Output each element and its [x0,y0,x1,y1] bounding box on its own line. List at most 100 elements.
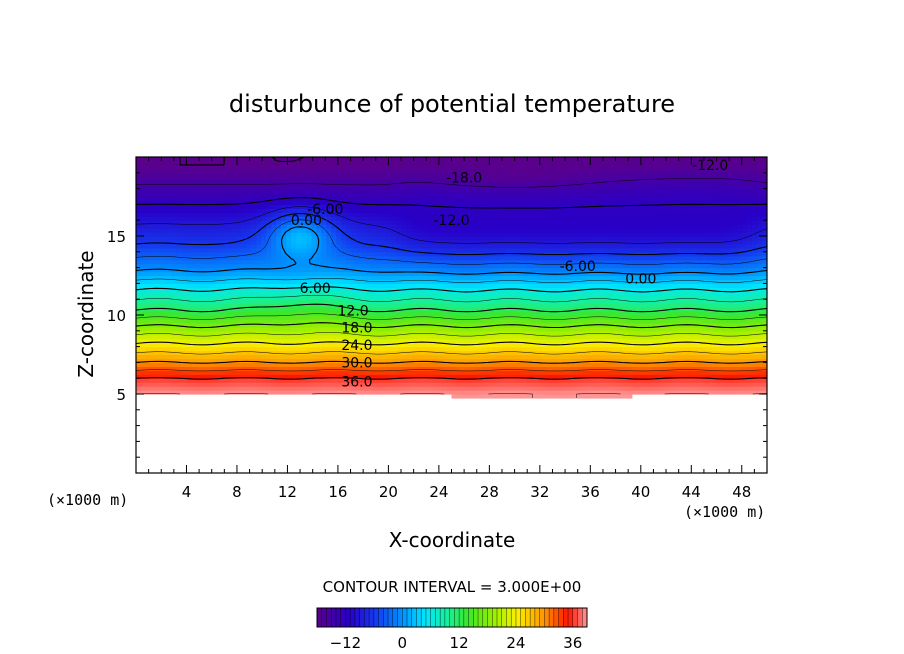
field-cell [661,338,668,344]
field-cell [261,239,267,245]
field-cell [636,382,643,387]
field-cell [441,307,448,312]
field-cell [556,291,563,296]
field-cell [406,342,413,348]
field-cell [366,275,372,281]
field-cell [461,303,468,308]
field-cell [276,358,282,363]
field-cell [556,326,563,332]
field-cell [376,326,382,332]
field-cell [456,370,463,375]
field-cell [426,295,433,300]
field-cell [366,251,372,257]
field-cell [431,370,438,375]
field-cell [301,271,307,277]
field-cell [401,354,408,360]
field-cell [391,263,398,269]
field-cell [161,247,167,253]
field-cell [586,366,593,371]
field-cell [441,267,448,273]
field-cell [626,259,633,265]
field-cell [611,358,618,363]
field-cell [221,342,227,348]
field-cell [511,342,518,348]
field-cell [451,279,458,284]
field-cell [456,279,463,284]
field-cell [641,279,648,284]
field-cell [256,374,262,379]
field-cell [146,382,152,387]
field-cell [721,346,728,352]
field-cell [406,326,413,332]
field-cell [621,374,628,379]
field-cell [321,247,327,253]
field-cell [396,291,403,296]
field-cell [416,263,423,269]
field-cell [566,390,573,395]
field-cell [571,322,578,328]
field-cell [431,243,438,249]
field-cell [641,287,648,292]
field-cell [366,366,372,371]
field-cell [346,299,352,304]
field-cell [266,326,272,332]
field-cell [286,275,292,281]
field-cell [466,303,473,308]
field-cell [646,358,653,363]
field-cell [136,283,142,288]
field-cell [491,386,498,391]
field-cell [621,315,628,320]
field-cell [701,346,708,352]
field-cell [201,326,207,332]
field-cell [696,318,703,324]
field-cell [191,271,197,277]
field-cell [566,362,573,367]
field-cell [156,346,162,352]
field-cell [411,275,418,281]
field-cell [701,330,708,336]
field-cell [721,291,728,296]
field-cell [566,275,573,281]
field-cell [361,382,367,387]
field-cell [251,243,257,249]
field-cell [301,362,307,367]
field-cell [136,279,142,284]
field-cell [676,255,683,261]
field-cell [651,315,658,320]
field-cell [291,236,297,241]
field-cell [216,239,222,245]
field-cell [161,386,167,391]
field-cell [391,330,398,336]
field-cell [646,338,653,344]
field-cell [666,271,673,277]
field-cell [556,295,563,300]
field-cell [316,311,322,316]
field-cell [721,263,728,269]
field-cell [426,263,433,269]
field-cell [231,350,237,356]
field-cell [521,283,528,288]
field-cell [351,326,357,332]
field-cell [161,338,167,344]
field-cell [166,263,172,269]
field-cell [626,358,633,363]
field-cell [136,299,142,304]
field-cell [396,251,403,257]
field-cell [581,330,588,336]
field-cell [616,390,623,395]
field-cell [591,390,598,395]
field-cell [501,271,508,277]
field-cell [491,354,498,360]
field-cell [321,259,327,265]
field-cell [366,330,372,336]
field-cell [271,295,277,300]
field-cell [396,239,403,245]
field-cell [606,330,613,336]
field-cell [196,311,202,316]
field-cell [266,338,272,344]
field-cell [161,295,167,300]
field-cell [476,275,483,281]
field-cell [686,255,693,261]
field-cell [716,378,723,383]
field-cell [566,291,573,296]
